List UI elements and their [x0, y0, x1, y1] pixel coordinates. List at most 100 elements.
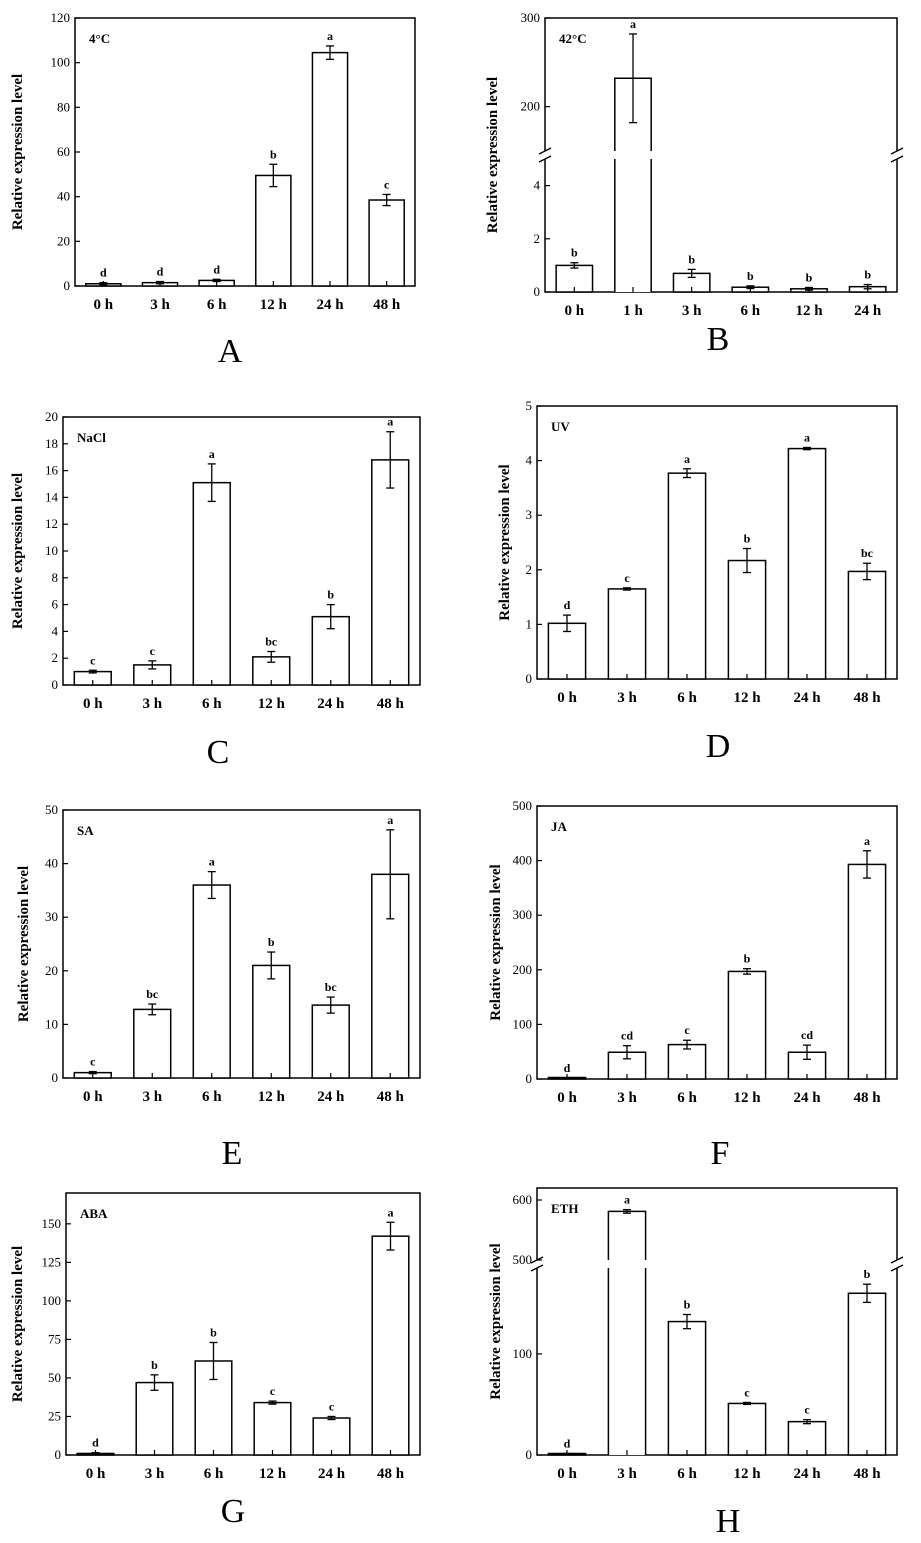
significance-letter: a — [804, 430, 810, 444]
bar — [192, 884, 231, 1079]
bar — [371, 459, 410, 686]
axis-break-gap — [541, 151, 549, 159]
bar — [192, 481, 231, 686]
x-tick-label: 48 h — [853, 1466, 881, 1482]
x-tick-label: 12 h — [733, 1466, 761, 1482]
y-tick-label: 2 — [52, 650, 59, 665]
significance-letter: a — [864, 834, 870, 848]
y-tick-label: 18 — [45, 436, 58, 451]
x-tick-label: 24 h — [317, 696, 345, 712]
y-tick-label: 150 — [42, 1216, 62, 1231]
y-tick-label: 200 — [521, 99, 541, 114]
axis-break-gap — [893, 151, 901, 159]
significance-letter: d — [564, 1436, 571, 1450]
x-tick-label: 6 h — [202, 1089, 222, 1105]
y-tick-label: 100 — [51, 55, 71, 70]
plot-frame — [536, 405, 898, 680]
bar — [311, 51, 349, 287]
axis-break-mark — [538, 155, 552, 163]
y-tick-label: 60 — [57, 144, 70, 159]
significance-letter: a — [684, 452, 690, 466]
x-tick-label: 0 h — [557, 1466, 577, 1482]
y-tick-label: 3 — [526, 507, 533, 522]
x-tick-label: 1 h — [623, 303, 643, 319]
x-tick-label: 6 h — [741, 303, 761, 319]
y-tick-label: 0 — [534, 284, 541, 299]
y-tick-label: 4 — [534, 178, 541, 193]
y-tick-label: 400 — [513, 853, 533, 868]
x-tick-label: 3 h — [682, 303, 702, 319]
significance-letter: a — [387, 415, 393, 429]
y-tick-label: 0 — [52, 677, 59, 692]
x-tick-label: 6 h — [677, 690, 697, 706]
panel-label: F — [711, 1135, 730, 1172]
y-tick-label: 100 — [513, 1346, 533, 1361]
significance-letter: b — [864, 268, 871, 282]
significance-letter: a — [624, 1193, 630, 1207]
y-tick-label: 25 — [48, 1408, 61, 1423]
significance-letter: b — [151, 1358, 158, 1372]
chart-panel-g: 0 25 50 75 100 125 150 Relative expression leve… — [10, 1192, 421, 1530]
significance-letter: b — [806, 270, 813, 284]
bar-fill — [608, 1211, 646, 1455]
significance-letter: b — [571, 246, 578, 260]
significance-letter: c — [90, 1055, 96, 1069]
bar — [787, 1420, 827, 1456]
x-tick-label: 6 h — [677, 1090, 697, 1106]
treatment-label: SA — [77, 823, 94, 838]
bar — [311, 1004, 350, 1079]
x-tick-label: 48 h — [377, 1089, 405, 1105]
x-tick-label: 48 h — [853, 1090, 881, 1106]
x-tick-label: 24 h — [793, 1466, 821, 1482]
y-tick-label: 16 — [45, 463, 59, 478]
axis-break-gap — [893, 1260, 901, 1268]
panel-label: C — [207, 734, 230, 771]
significance-letter: c — [804, 1403, 810, 1417]
y-tick-label: 2 — [526, 562, 533, 577]
y-tick-label: 100 — [42, 1293, 62, 1308]
significance-letter: bc — [325, 980, 338, 994]
y-tick-label: 100 — [513, 1016, 533, 1031]
y-axis-label: Relative expression level — [488, 1243, 504, 1399]
y-tick-label: 0 — [64, 278, 71, 293]
y-axis-label: Relative expression level — [488, 864, 504, 1020]
x-tick-label: 3 h — [617, 1466, 637, 1482]
y-tick-label: 125 — [42, 1254, 62, 1269]
y-tick-label: 6 — [52, 597, 59, 612]
significance-letter: a — [630, 17, 636, 31]
y-tick-label: 10 — [45, 1016, 58, 1031]
y-axis-label: Relative expression level — [16, 866, 32, 1022]
x-tick-label: 0 h — [86, 1466, 106, 1482]
y-tick-label: 300 — [513, 907, 533, 922]
treatment-label: ETH — [551, 1201, 578, 1216]
x-tick-label: 24 h — [317, 1089, 345, 1105]
significance-letter: a — [209, 855, 215, 869]
y-tick-label: 50 — [48, 1370, 61, 1385]
y-axis-label: Relative expression level — [10, 473, 26, 629]
chart-panel-h: 0 100 500 600 Relative expression level ETH d 0… — [488, 1187, 904, 1540]
y-tick-label: 0 — [526, 1071, 533, 1086]
plot-frame — [536, 805, 898, 1080]
x-tick-label: 6 h — [677, 1466, 697, 1482]
significance-letter: d — [157, 265, 164, 279]
significance-letter: b — [327, 588, 334, 602]
significance-letter: bc — [861, 546, 874, 560]
significance-letter: c — [384, 177, 390, 191]
y-tick-label: 0 — [526, 1447, 533, 1462]
x-tick-label: 3 h — [145, 1466, 165, 1482]
y-tick-label: 4 — [526, 453, 533, 468]
y-tick-label: 120 — [51, 10, 71, 25]
axis-break-gap — [533, 1260, 541, 1268]
y-axis-label: Relative expression level — [10, 74, 26, 230]
bar — [133, 1008, 172, 1079]
x-tick-label: 0 h — [565, 303, 585, 319]
y-tick-label: 600 — [513, 1192, 533, 1207]
x-tick-label: 12 h — [258, 696, 286, 712]
x-tick-label: 0 h — [83, 1089, 103, 1105]
bar — [312, 1417, 351, 1456]
y-tick-label: 2 — [534, 231, 541, 246]
x-tick-label: 3 h — [617, 690, 637, 706]
x-tick-label: 0 h — [83, 696, 103, 712]
significance-letter: b — [268, 935, 275, 949]
